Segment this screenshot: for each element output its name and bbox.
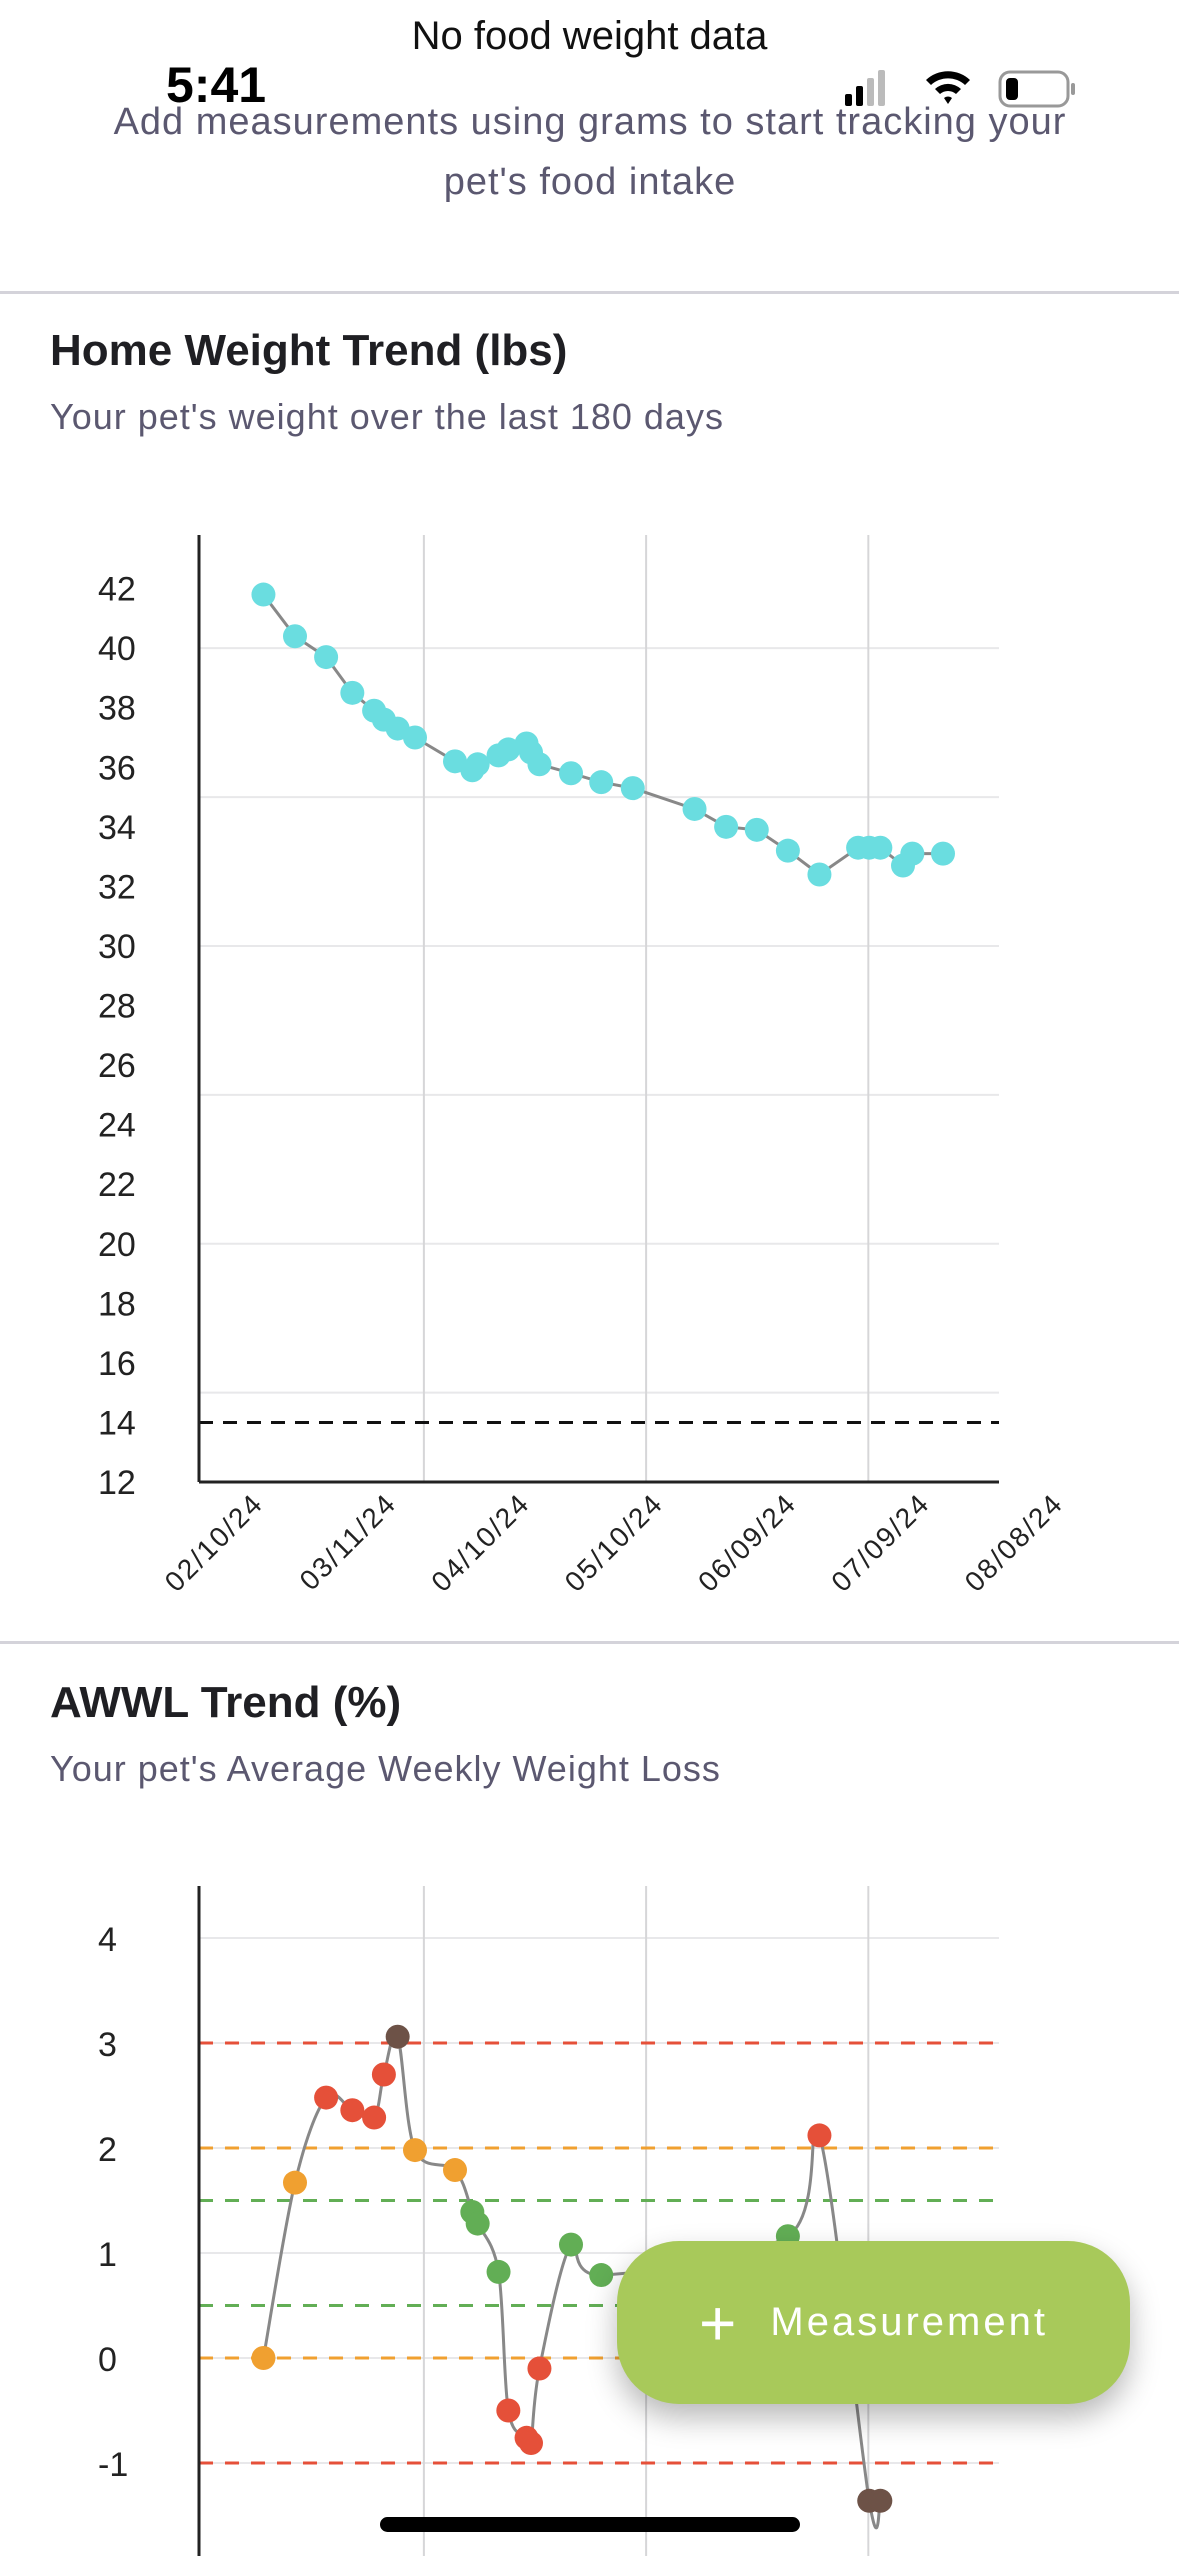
y-tick-label: 2 [98,2131,117,2169]
y-tick-label: 34 [98,809,136,847]
signal-icon [845,70,885,106]
weight-data-point [589,770,614,795]
weight-data-point [620,776,645,801]
x-tick-label: 08/08/24 [959,1487,1069,1597]
awwl-data-point-red [314,2085,339,2110]
awwl-chart-subtitle: Your pet's Average Weekly Weight Loss [50,1748,721,1789]
y-tick-label: 24 [98,1107,136,1145]
awwl-data-point-red [519,2431,543,2456]
weight-data-point [283,624,307,649]
awwl-data-point-brown [385,2024,410,2049]
y-tick-label: 16 [98,1345,136,1383]
y-tick-label: 0 [98,2341,117,2379]
weight-chart-subtitle: Your pet's weight over the last 180 days [50,396,724,437]
home-indicator[interactable] [380,2517,800,2532]
weight-data-point [559,761,583,786]
awwl-data-point-red [340,2098,365,2123]
y-tick-label: 22 [98,1166,136,1204]
weight-data-point [314,645,339,670]
awwl-data-point-orange [283,2170,307,2195]
status-icons [845,70,1075,108]
weight-data-point [465,752,490,777]
food-empty-title: No food weight data [411,14,768,58]
y-tick-label: 42 [98,571,136,609]
y-tick-label: 36 [98,749,136,787]
weight-data-point [868,835,893,860]
awwl-chart-title: AWWL Trend (%) [50,1678,402,1727]
y-tick-label: 30 [98,928,136,966]
awwl-data-point-orange [403,2138,427,2163]
weight-data-point [714,814,739,839]
weight-data-point [807,862,832,887]
awwl-data-point-orange [443,2158,467,2183]
plus-icon: + [699,2286,737,2359]
awwl-data-point-orange [251,2346,276,2370]
y-tick-label: 12 [98,1464,136,1502]
weight-data-point [251,582,276,607]
weight-chart: 12 14 16 18 20 22 24 26 28 30 32 34 36 38 40 42 02/10/24… [98,535,1069,1598]
y-tick-label: 32 [98,868,136,906]
y-tick-label: 14 [98,1404,136,1442]
x-tick-label: 03/11/24 [294,1487,403,1596]
awwl-data-point-red [371,2062,396,2087]
weight-data-point [527,752,552,777]
weight-data-point [496,737,521,762]
section-divider [0,291,1179,294]
status-time: 5:41 [166,57,267,113]
awwl-data-point-green [589,2263,614,2288]
battery-icon [998,70,1075,108]
y-tick-label: 28 [98,988,136,1026]
weight-data-point [931,841,955,866]
awwl-data-point-green [559,2232,583,2257]
weight-series-line [262,593,943,877]
y-tick-label: -2 [98,2551,128,2556]
weight-data-point [900,841,925,866]
awwl-data-point-brown [868,2488,893,2513]
y-tick-label: 3 [98,2026,117,2064]
weight-data-point [403,725,427,750]
weight-chart-title: Home Weight Trend (lbs) [50,326,568,375]
y-tick-label: 4 [98,1921,117,1959]
section-divider [0,1641,1179,1644]
y-tick-label: 38 [98,690,136,728]
weight-data-point [775,838,800,863]
awwl-data-point-green [465,2211,490,2236]
y-tick-label: 18 [98,1285,136,1323]
x-tick-label: 05/10/24 [559,1487,669,1597]
x-tick-label: 04/10/24 [425,1487,535,1597]
x-tick-label: 06/09/24 [692,1487,802,1597]
y-tick-label: 20 [98,1226,136,1264]
x-tick-label: 02/10/24 [159,1487,269,1597]
awwl-data-point-red [527,2356,552,2381]
weight-data-point [682,796,707,821]
add-measurement-label: Measurement [770,2300,1048,2344]
x-tick-label: 07/09/24 [825,1487,935,1597]
wifi-icon [926,71,970,104]
y-tick-label: 1 [98,2236,117,2274]
awwl-chart: -2 -1 0 1 2 3 4 [98,1886,999,2556]
awwl-data-point-green [486,2259,511,2284]
awwl-data-point-red [496,2398,521,2423]
y-tick-label: 26 [98,1047,136,1085]
weight-data-point [744,817,769,842]
add-measurement-button[interactable]: + Measurement [617,2241,1130,2404]
awwl-data-point-red [362,2105,387,2130]
weight-data-point [340,680,365,705]
food-empty-message: Add measurements using grams to start tr… [113,101,1067,203]
y-tick-label: 40 [98,630,136,668]
y-tick-label: -1 [98,2446,128,2484]
awwl-data-point-red [807,2123,832,2148]
